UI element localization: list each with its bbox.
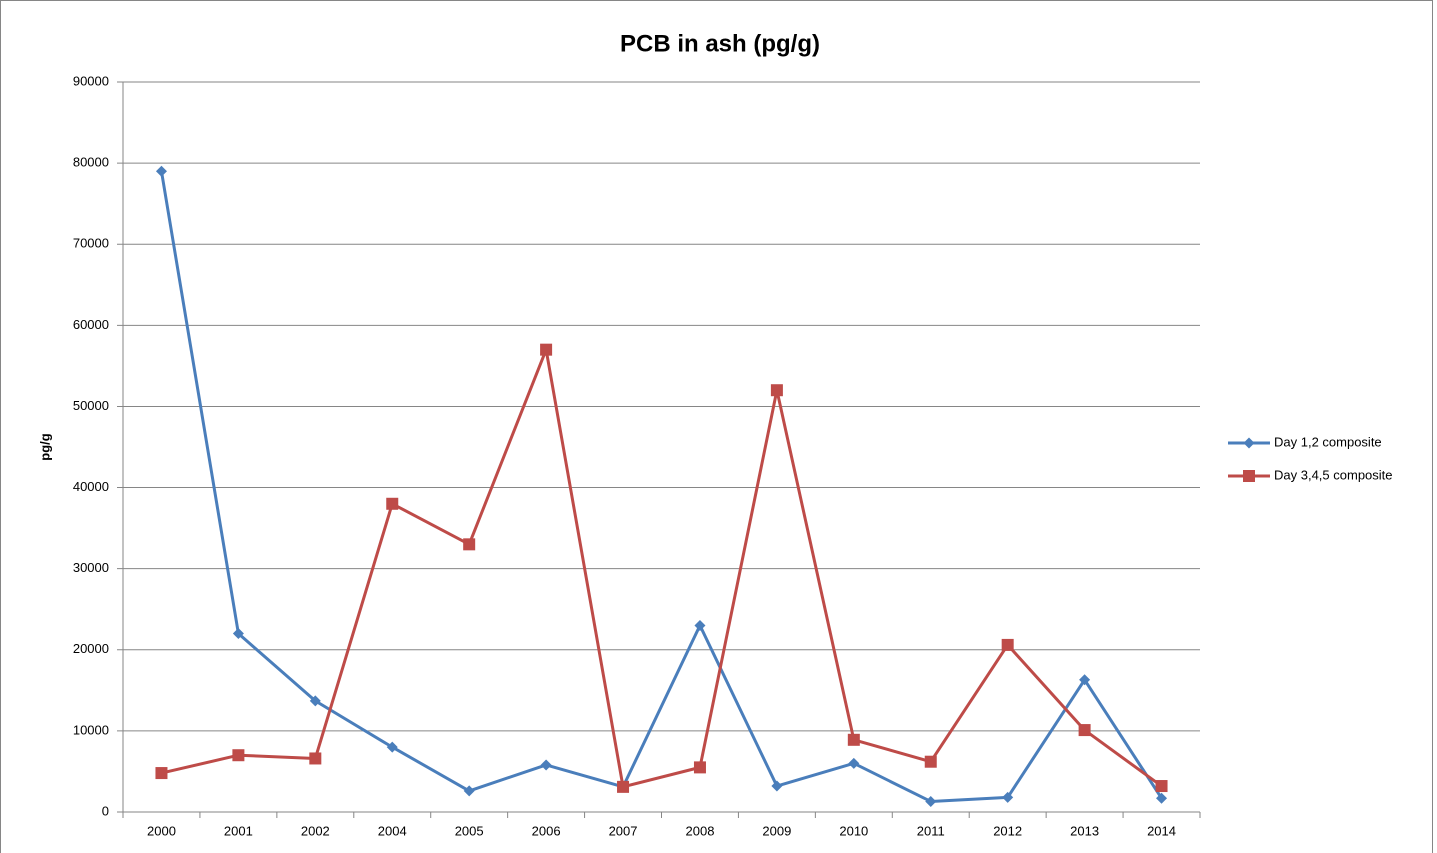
- x-tick-label: 2010: [839, 823, 868, 838]
- y-tick-label: 70000: [73, 236, 109, 251]
- data-point: [770, 384, 783, 397]
- y-tick-label: 0: [102, 803, 109, 818]
- data-point: [1001, 638, 1014, 651]
- data-point: [848, 757, 860, 769]
- data-point: [693, 761, 706, 774]
- chart-title: PCB in ash (pg/g): [620, 30, 820, 57]
- data-point: [1079, 674, 1091, 686]
- data-point: [847, 733, 860, 746]
- x-tick-label: 2005: [455, 823, 484, 838]
- series-line: [161, 348, 1163, 789]
- data-point: [309, 752, 322, 765]
- x-tick-label: 2002: [301, 823, 330, 838]
- x-tick-label: 2014: [1147, 823, 1176, 838]
- data-point: [232, 628, 244, 640]
- legend-label: Day 3,4,5 composite: [1274, 467, 1393, 482]
- x-tick-label: 2013: [1070, 823, 1099, 838]
- data-point: [1078, 724, 1091, 737]
- legend-label: Day 1,2 composite: [1274, 434, 1382, 449]
- x-tick-label: 2001: [224, 823, 253, 838]
- data-point: [1156, 792, 1168, 804]
- data-point: [924, 755, 937, 768]
- legend-marker: [1243, 470, 1255, 482]
- legend-marker: [1243, 437, 1255, 449]
- data-point: [155, 165, 167, 177]
- y-tick-label: 80000: [73, 155, 109, 170]
- y-tick-label: 30000: [73, 560, 109, 575]
- data-point: [155, 767, 168, 780]
- data-point: [463, 785, 475, 797]
- y-tick-label: 90000: [73, 73, 109, 88]
- data-point: [386, 741, 398, 753]
- x-tick-label: 2009: [762, 823, 791, 838]
- data-point: [694, 619, 706, 631]
- y-tick-label: 60000: [73, 317, 109, 332]
- data-point: [771, 780, 783, 792]
- x-tick-label: 2006: [532, 823, 561, 838]
- data-point: [463, 538, 476, 551]
- data-point: [540, 343, 553, 356]
- data-point: [540, 759, 552, 771]
- x-tick-label: 2000: [147, 823, 176, 838]
- x-tick-label: 2004: [378, 823, 407, 838]
- series-line: [159, 170, 1163, 803]
- y-tick-label: 50000: [73, 398, 109, 413]
- data-point: [309, 695, 321, 707]
- data-point: [386, 497, 399, 510]
- y-axis-label: pg/g: [37, 433, 52, 460]
- y-tick-label: 40000: [73, 479, 109, 494]
- data-point: [1155, 780, 1168, 793]
- y-tick-label: 10000: [73, 722, 109, 737]
- x-tick-label: 2012: [993, 823, 1022, 838]
- data-point: [232, 749, 245, 762]
- y-tick-label: 20000: [73, 641, 109, 656]
- data-point: [925, 795, 937, 807]
- data-point: [617, 780, 630, 793]
- x-tick-label: 2008: [686, 823, 715, 838]
- x-tick-label: 2007: [609, 823, 638, 838]
- data-point: [1002, 791, 1014, 803]
- x-tick-label: 2011: [917, 823, 945, 838]
